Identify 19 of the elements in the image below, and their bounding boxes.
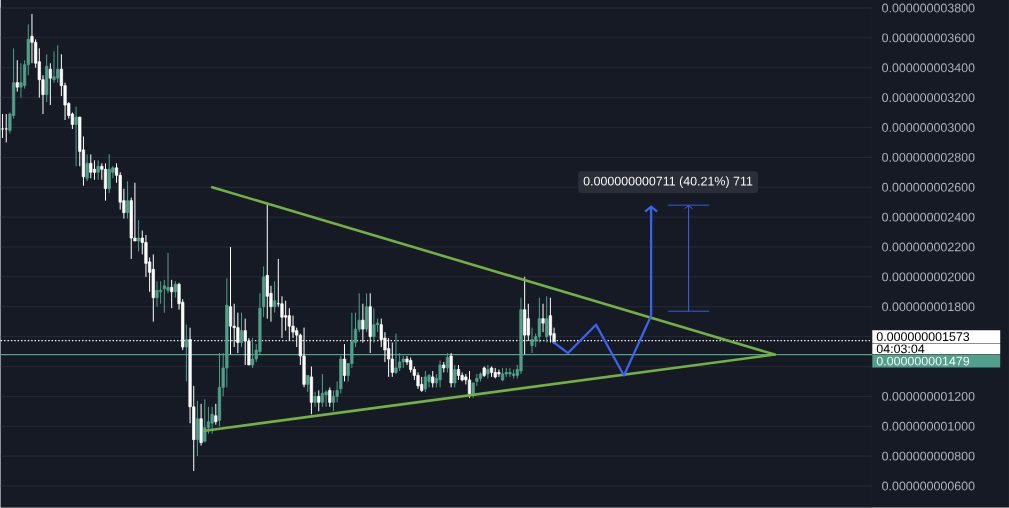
y-tick-label: 0.000000002600 — [882, 182, 975, 192]
y-tick-label: 0.000000003800 — [882, 3, 975, 13]
y-tick-label: 0.000000000800 — [882, 451, 975, 461]
text: 04:03:04 — [876, 344, 925, 354]
y-tick-label: 0.000000003000 — [882, 123, 975, 132]
y-tick-label: 0.000000003200 — [882, 93, 975, 103]
y-tick-label: 0.000000002800 — [882, 153, 975, 162]
y-tick-label: 0.000000000600 — [882, 481, 975, 491]
y-tick-label: 0.000000001000 — [882, 421, 975, 431]
ref-line-label: 0.000000001479 — [876, 356, 970, 366]
y-tick-label: 0.000000002400 — [882, 212, 975, 222]
annotation: 0.000000000711 (40.21%) 711 — [583, 176, 753, 189]
y-tick-label: 0.000000002000 — [882, 272, 975, 282]
y-tick-label: 0.000000003600 — [882, 33, 975, 43]
y-tick-label: 0.000000001200 — [882, 392, 975, 401]
y-tick-label: 0.000000003400 — [882, 63, 975, 73]
ref-line-label: 0.000000001573 — [876, 332, 970, 342]
y-tick-label: 0.000000001800 — [882, 302, 975, 312]
y-tick-label: 0.000000002200 — [882, 242, 975, 252]
